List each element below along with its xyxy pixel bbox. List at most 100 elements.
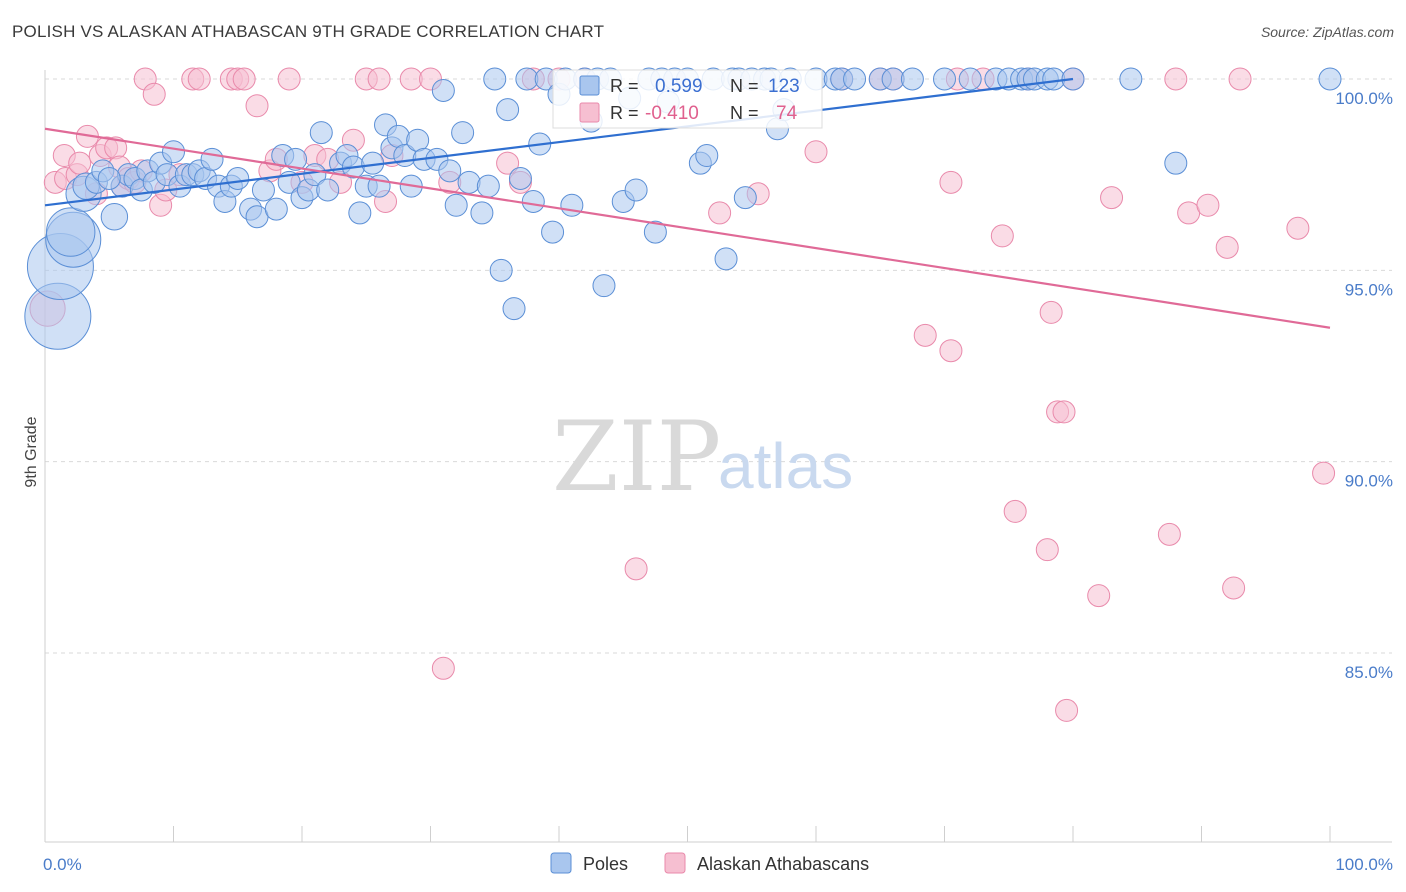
alaskan-point [1087, 584, 1111, 608]
alaskan-point [1157, 522, 1181, 546]
axes [44, 70, 1392, 843]
poles-point [457, 170, 481, 194]
legend-label-alaskan: Alaskan Athabascans [697, 854, 869, 874]
poles-point [502, 297, 526, 321]
poles-point [958, 67, 982, 91]
y-tick-labels: 100.0% 95.0% 90.0% 85.0% [1335, 89, 1393, 682]
poles-point [284, 147, 308, 171]
poles-point [496, 98, 520, 122]
stats-swatch-poles [579, 75, 600, 96]
x-tick-label-max: 100.0% [1335, 855, 1393, 874]
poles-point [624, 178, 648, 202]
poles-point [431, 78, 455, 102]
poles-point [309, 121, 333, 145]
y-axis-title: 9th Grade [23, 416, 40, 487]
poles-point [541, 220, 565, 244]
poles-point [900, 67, 924, 91]
poles-point [438, 159, 462, 183]
poles-point [348, 201, 372, 225]
gridlines [45, 78, 1392, 654]
stats-n-value-alaskan: 74 [776, 103, 798, 124]
stats-r-value-poles: 0.599 [655, 76, 703, 97]
poles-point [483, 67, 507, 91]
poles-point [245, 205, 269, 229]
alaskan-point [367, 67, 391, 91]
poles-point [1042, 67, 1066, 91]
alaskan-point [431, 656, 455, 680]
y-tick-label: 95.0% [1345, 280, 1393, 299]
poles-point [226, 166, 250, 190]
legend-label-poles: Poles [583, 854, 628, 874]
alaskan-point [187, 67, 211, 91]
stats-n-value-poles: 123 [768, 76, 800, 97]
stats-swatch-alaskan [579, 102, 600, 123]
alaskan-trend-line [44, 127, 1331, 329]
alaskan-point [245, 94, 269, 118]
poles-point [489, 258, 513, 282]
alaskan-point [990, 224, 1014, 248]
alaskan-point [939, 339, 963, 363]
alaskan-point [68, 151, 92, 175]
chart-title: POLISH VS ALASKAN ATHABASCAN 9TH GRADE C… [12, 22, 605, 41]
alaskan-point [277, 67, 301, 91]
alaskan-point [1312, 461, 1336, 485]
watermark: ZIP atlas [552, 401, 853, 513]
poles-trend-line [44, 77, 1074, 207]
alaskan-point [1222, 576, 1246, 600]
stats-r-value-alaskan: -0.410 [645, 103, 699, 124]
x-tick-labels: 0.0% 100.0% [43, 855, 1393, 874]
alaskan-point [708, 201, 732, 225]
poles-point [1164, 151, 1188, 175]
poles-point [316, 178, 340, 202]
alaskan-point [804, 140, 828, 164]
alaskan-point [1052, 400, 1076, 424]
poles-point [1318, 67, 1342, 91]
poles-point [1119, 67, 1143, 91]
poles-point [386, 124, 410, 148]
legend-swatch-poles [550, 852, 572, 874]
stats-n-label-poles: N = [730, 76, 759, 96]
alaskan-point [142, 82, 166, 106]
poles-point [100, 203, 129, 231]
poles-point [97, 166, 121, 190]
y-tick-label: 100.0% [1335, 89, 1393, 108]
legend-swatch-alaskan [664, 852, 686, 874]
alaskan-point [1055, 698, 1079, 722]
alaskan-point [1100, 186, 1124, 210]
poles-point [476, 174, 500, 198]
alaskan-points [29, 67, 1336, 722]
poles-point [45, 207, 96, 257]
stats-box: R = 0.599 N = 123 R = -0.410 N = 74 [552, 69, 823, 129]
alaskan-point [1215, 235, 1239, 259]
poles-point [714, 247, 738, 271]
alaskan-point [1035, 538, 1059, 562]
poles-point [592, 274, 616, 298]
y-tick-label: 90.0% [1345, 472, 1393, 491]
poles-point [406, 128, 430, 152]
alaskan-point [1228, 67, 1252, 91]
alaskan-point [496, 151, 520, 175]
poles-point [843, 67, 867, 91]
poles-point [515, 67, 539, 91]
poles-point [933, 67, 956, 91]
poles-point [881, 67, 905, 91]
trend-lines [44, 77, 1331, 329]
poles-point [251, 178, 275, 202]
watermark-atlas: atlas [718, 430, 853, 502]
poles-point [162, 140, 185, 164]
alaskan-point [1003, 499, 1027, 523]
x-tick-label-min: 0.0% [43, 855, 82, 874]
alaskan-point [1286, 216, 1310, 240]
watermark-zip: ZIP [552, 401, 721, 513]
poles-point [695, 144, 719, 168]
alaskan-point [1177, 201, 1201, 225]
poles-point [200, 147, 224, 171]
y-tick-label: 85.0% [1345, 663, 1393, 682]
alaskan-point [1196, 193, 1220, 217]
poles-point [508, 166, 532, 190]
poles-point [643, 220, 667, 244]
poles-point [451, 121, 475, 145]
poles-point [521, 189, 545, 213]
poles-point [444, 193, 468, 217]
